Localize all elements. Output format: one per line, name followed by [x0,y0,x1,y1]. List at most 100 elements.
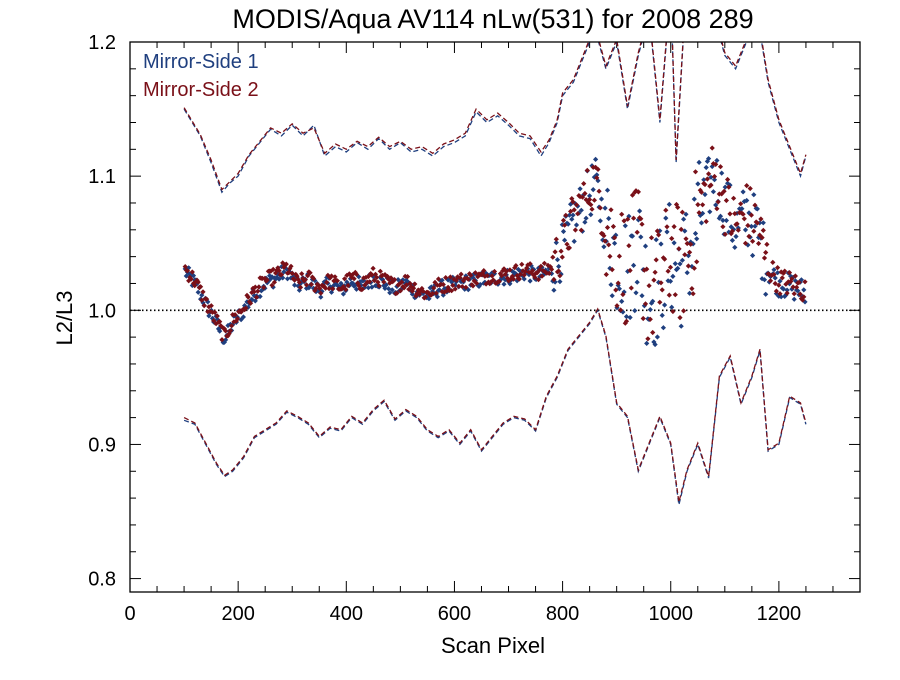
mirror-side-2-point [431,285,437,291]
mirror-side-2-point [334,278,340,284]
mirror-side-1-point [695,181,701,187]
mirror-side-2-point [516,276,522,282]
mirror-side-1-point [744,197,750,204]
mirror-side-2-point [307,270,313,276]
mirror-side-2-point [722,231,728,237]
mirror-side-2-point [453,277,459,283]
mirror-side-2-point [783,281,789,287]
mirror-side-2-point [773,288,779,294]
mirror-side-2-point [582,190,588,197]
mirror-side-1-point [665,278,671,284]
mirror-side-2-point [527,261,533,267]
mirror-side-2-point [603,271,609,278]
mirror-side-1-point [353,286,360,292]
mirror-side-2-point [243,305,249,311]
mirror-side-2-point [262,275,268,281]
mirror-side-2-point [526,269,532,275]
mirror-side-2-point [640,315,646,322]
mirror-side-1-point [719,170,725,176]
mirror-side-1-point [627,314,633,321]
mirror-side-2-point [227,328,233,334]
mirror-side-1-point [238,317,244,323]
mirror-side-1-point [306,285,312,291]
mirror-side-2-point [690,291,696,297]
mirror-side-1-point [683,211,689,217]
mirror-side-2-point [621,218,627,224]
mirror-side-1-point [760,220,766,226]
mirror-side-2-point [270,266,276,272]
mirror-side-2-point [276,268,282,274]
mirror-side-2-point [597,205,603,211]
mirror-side-1-point [593,156,599,162]
mirror-side-2-point [503,268,509,274]
mirror-side-2-point [541,260,547,266]
mirror-side-2-point [355,280,361,286]
mirror-side-1-point [556,263,562,270]
mirror-side-1-point [700,210,706,216]
mirror-side-2-point [745,222,751,229]
mirror-side-2-point [499,273,505,279]
mirror-side-1-point [669,304,675,310]
mirror-side-2-point [772,280,778,287]
mirror-side-1-point [386,286,392,292]
mirror-side-1-point [465,287,471,293]
mirror-side-2-point [370,265,376,271]
mirror-side-2-point [632,189,638,195]
mirror-side-2-point [725,176,731,183]
mirror-side-1-point [281,269,287,275]
mirror-side-2-point [545,262,551,268]
mirror-side-2-point [746,233,752,239]
mirror-side-2-point [638,216,644,222]
mirror-side-1-point [434,294,440,300]
mirror-side-2-point [440,281,446,288]
mirror-side-1-point [653,237,659,243]
mirror-side-1-point [789,286,795,292]
mirror-side-2-point [579,194,586,200]
mirror-side-2-point [614,303,620,309]
mirror-side-2-point [309,274,315,280]
mirror-side-1-point [602,205,608,211]
mirror-side-2-point [520,268,526,274]
mirror-side-2-upper-bound-line [183,42,807,191]
mirror-side-2-point [766,271,772,278]
mirror-side-2-point [497,271,503,277]
mirror-side-2-point [683,236,689,242]
mirror-side-2-point [302,277,308,283]
mirror-side-2-point [760,227,766,233]
mirror-side-2-point [524,265,530,271]
mirror-side-1-point [703,164,709,171]
mirror-side-2-point [484,273,490,279]
mirror-side-1-point [742,227,749,233]
mirror-side-1-point [270,284,276,290]
mirror-side-1-point [350,280,356,286]
mirror-side-1-point [242,303,248,309]
mirror-side-1-point [515,266,521,272]
mirror-side-1-point [199,292,205,298]
mirror-side-2-point [472,270,478,276]
mirror-side-2-point [213,321,219,327]
mirror-side-2-point [589,206,595,212]
mirror-side-2-point [764,241,770,247]
mirror-side-2-point [201,303,207,309]
mirror-side-2-point [696,210,702,216]
mirror-side-2-point [664,224,670,230]
mirror-side-2-point [723,197,729,204]
mirror-side-1-point [714,157,720,164]
mirror-side-2-point [671,224,677,230]
legend-entry-mirror-side-1: Mirror-Side 1 [143,51,259,73]
mirror-side-1-point [723,217,729,224]
mirror-side-2-points [182,145,808,343]
mirror-side-1-point [772,275,778,281]
mirror-side-2-point [604,224,611,231]
mirror-side-2-point [782,268,788,274]
mirror-side-2-point [677,315,683,321]
mirror-side-1-point [691,196,697,202]
mirror-side-2-point [422,294,429,300]
mirror-side-2-point [211,318,217,324]
mirror-side-1-point [739,206,745,212]
mirror-side-2-point [679,209,685,215]
mirror-side-1-point [658,241,664,247]
mirror-side-2-point [296,279,302,285]
mirror-side-2-point [295,276,301,282]
